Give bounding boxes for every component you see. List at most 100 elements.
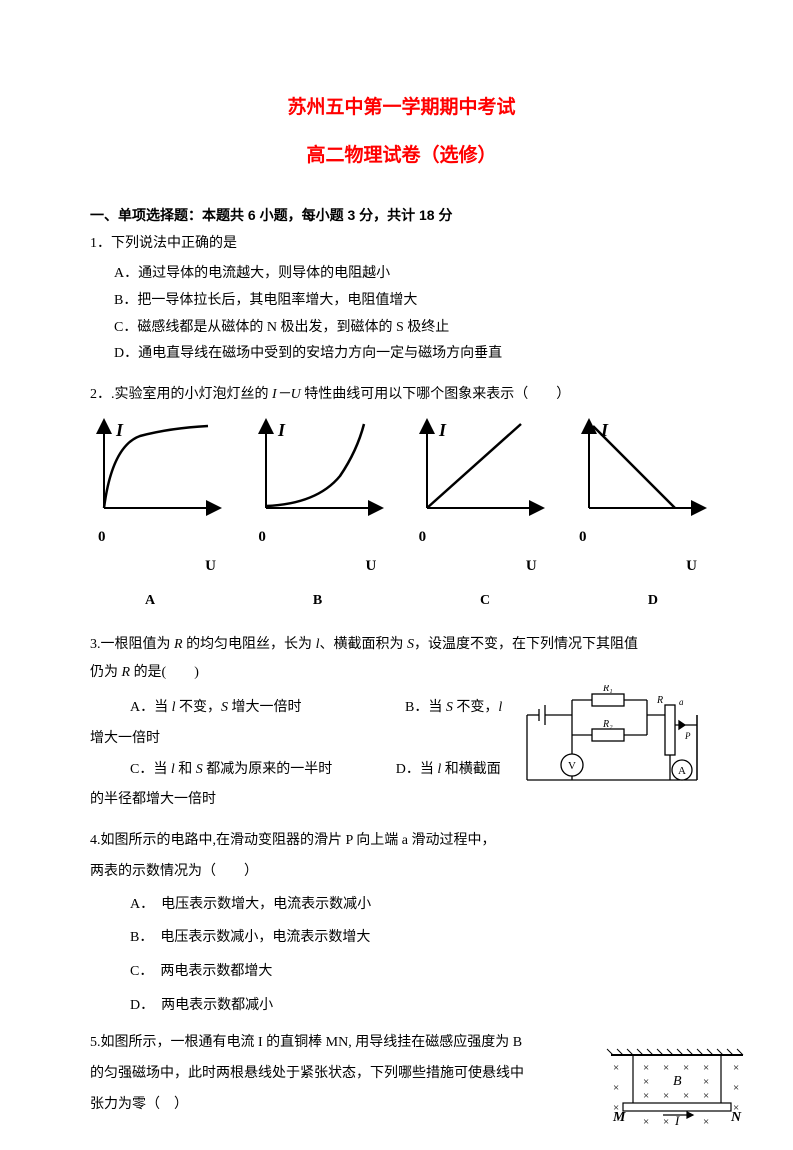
svg-text:I: I — [277, 420, 286, 440]
question-5: 5.如图所示，一根通有电流 I 的直铜棒 MN, 用导线挂在磁感应强度为 B 的… — [90, 1028, 713, 1120]
svg-text:×: × — [643, 1090, 649, 1102]
q3d-mid: 和横截面 — [441, 762, 501, 777]
zero-c: 0 — [417, 529, 427, 545]
svg-text:M: M — [612, 1110, 626, 1125]
q4-opt-a: A． 电压表示数增大，电流表示数减小 — [90, 888, 713, 922]
q4-opt-c: C． 两电表示数都增大 — [90, 955, 713, 989]
q3c-mid: 和 — [175, 762, 196, 777]
q2-text-post: 特性曲线可用以下哪个图象来表示（ ） — [301, 387, 571, 402]
svg-text:I: I — [600, 420, 609, 440]
svg-text:×: × — [703, 1090, 709, 1102]
magnet-diagram: ×××× ×× ×××× ××× ××× ××× B M N I — [593, 1043, 753, 1150]
svg-text:×: × — [683, 1062, 689, 1074]
svg-text:×: × — [703, 1062, 709, 1074]
svg-text:×: × — [613, 1062, 619, 1074]
q3c-s: S — [196, 762, 203, 777]
u-b: U — [256, 552, 386, 581]
circuit-svg: R₁ R₂ R a P V A — [517, 685, 707, 805]
q3a-post: 增大一倍时 — [228, 700, 302, 715]
graph-a: I — [90, 416, 228, 521]
q1-option-b: B．把一导体拉长后，其电阻率增大，电阻值增大 — [90, 288, 713, 315]
svg-text:a: a — [679, 697, 684, 707]
svg-text:I: I — [438, 420, 447, 440]
q1-option-d: D．通电直导线在磁场中受到的安培力方向一定与磁场方向垂直 — [90, 341, 713, 368]
svg-text:×: × — [643, 1076, 649, 1088]
q3c-pre: C．当 — [130, 762, 171, 777]
q3a-pre: A．当 — [130, 700, 172, 715]
q3-S: S — [407, 637, 414, 652]
q3-options: R₁ R₂ R a P V A A．当 l 不变，S 增大一倍时 B．当 S 不… — [90, 693, 713, 816]
q3b-mid: 不变， — [453, 700, 499, 715]
svg-text:A: A — [678, 765, 686, 777]
graph-a-svg: I — [90, 416, 228, 521]
opt-letter-b: B — [313, 588, 322, 615]
q3-mid: 的均匀电阻丝，长为 — [183, 637, 316, 652]
q1-option-a: A．通过导体的电流越大，则导体的电阻越小 — [90, 261, 713, 288]
q3b-s: S — [446, 700, 453, 715]
q3b-pre: B．当 — [405, 700, 446, 715]
graph-c: I — [413, 416, 551, 521]
graph-option-letters: A B C D — [90, 588, 713, 615]
q4-stem2: 两表的示数情况为（ ） — [90, 857, 713, 888]
exam-title: 苏州五中第一学期期中考试 — [90, 90, 713, 126]
svg-text:×: × — [733, 1082, 739, 1094]
svg-text:R₂: R₂ — [602, 719, 613, 730]
question-3: 3.一根阻值为 R 的均匀电阻丝，长为 l、横截面积为 S，设温度不变，在下列情… — [90, 631, 713, 687]
axis-i-label: I — [115, 420, 124, 440]
opt-letter-c: C — [480, 588, 490, 615]
zero-d: 0 — [577, 529, 587, 545]
q3-post: ，设温度不变，在下列情况下其阻值 — [414, 637, 638, 652]
q2-iu: I－U — [272, 387, 301, 402]
graph-row: I I I I — [90, 416, 713, 521]
u-c: U — [417, 552, 547, 581]
svg-text:×: × — [663, 1090, 669, 1102]
q3-l2pre: 仍为 — [90, 665, 122, 680]
exam-subtitle: 高二物理试卷（选修） — [90, 138, 713, 174]
circuit-diagram: R₁ R₂ R a P V A — [517, 685, 707, 818]
q3c-post: 都减为原来的一半时 — [203, 762, 333, 777]
graph-d: I — [575, 416, 713, 521]
graph-d-svg: I — [575, 416, 713, 521]
u-d: U — [577, 552, 707, 581]
opt-letter-d: D — [648, 588, 658, 615]
svg-text:×: × — [683, 1090, 689, 1102]
svg-text:×: × — [733, 1062, 739, 1074]
u-a: U — [96, 552, 226, 581]
zero-a: 0 — [96, 529, 106, 545]
magnet-svg: ×××× ×× ×××× ××× ××× ××× B M N I — [593, 1043, 753, 1138]
q3-R: R — [174, 637, 183, 652]
question-2-stem: 2．.实验室用的小灯泡灯丝的 I－U 特性曲线可用以下哪个图象来表示（ ） — [90, 382, 713, 409]
q3-R2: R — [122, 665, 131, 680]
q3b-l: l — [498, 700, 502, 715]
q4-stem1: 4.如图所示的电路中,在滑动变阻器的滑片 P 向上端 a 滑动过程中， — [90, 826, 713, 857]
question-4: 4.如图所示的电路中,在滑动变阻器的滑片 P 向上端 a 滑动过程中， 两表的示… — [90, 826, 713, 1022]
svg-text:R₁: R₁ — [602, 685, 613, 694]
q4-opt-b: B． 电压表示数减小，电流表示数增大 — [90, 921, 713, 955]
svg-text:B: B — [673, 1074, 682, 1089]
axis-label-row: 0 U 0 U 0 U 0 U — [90, 523, 713, 580]
svg-text:P: P — [684, 731, 691, 741]
section-heading: 一、单项选择题：本题共 6 小题，每小题 3 分，共计 18 分 — [90, 202, 713, 229]
q3-mid2: 、横截面积为 — [319, 637, 407, 652]
q4-opt-d: D． 两电表示数都减小 — [90, 989, 713, 1023]
q3-pre: 3.一根阻值为 — [90, 637, 174, 652]
q3d-pre: D．当 — [396, 762, 438, 777]
graph-b: I — [252, 416, 390, 521]
q2-text-pre: 2．.实验室用的小灯泡灯丝的 — [90, 387, 272, 402]
svg-text:×: × — [703, 1076, 709, 1088]
q3a-mid: 不变， — [176, 700, 222, 715]
svg-text:N: N — [730, 1110, 742, 1125]
graph-b-svg: I — [252, 416, 390, 521]
svg-text:×: × — [613, 1082, 619, 1094]
q1-option-c: C．磁感线都是从磁体的 N 极出发，到磁体的 S 极终止 — [90, 315, 713, 342]
graph-c-svg: I — [413, 416, 551, 521]
svg-text:×: × — [663, 1062, 669, 1074]
q3-l2post: 的是( ) — [130, 665, 199, 680]
svg-text:×: × — [643, 1062, 649, 1074]
opt-letter-a: A — [145, 588, 155, 615]
zero-b: 0 — [256, 529, 266, 545]
q3a-s: S — [221, 700, 228, 715]
svg-text:V: V — [568, 760, 576, 772]
svg-text:R: R — [656, 695, 663, 706]
question-1-stem: 1．下列说法中正确的是 — [90, 231, 713, 258]
